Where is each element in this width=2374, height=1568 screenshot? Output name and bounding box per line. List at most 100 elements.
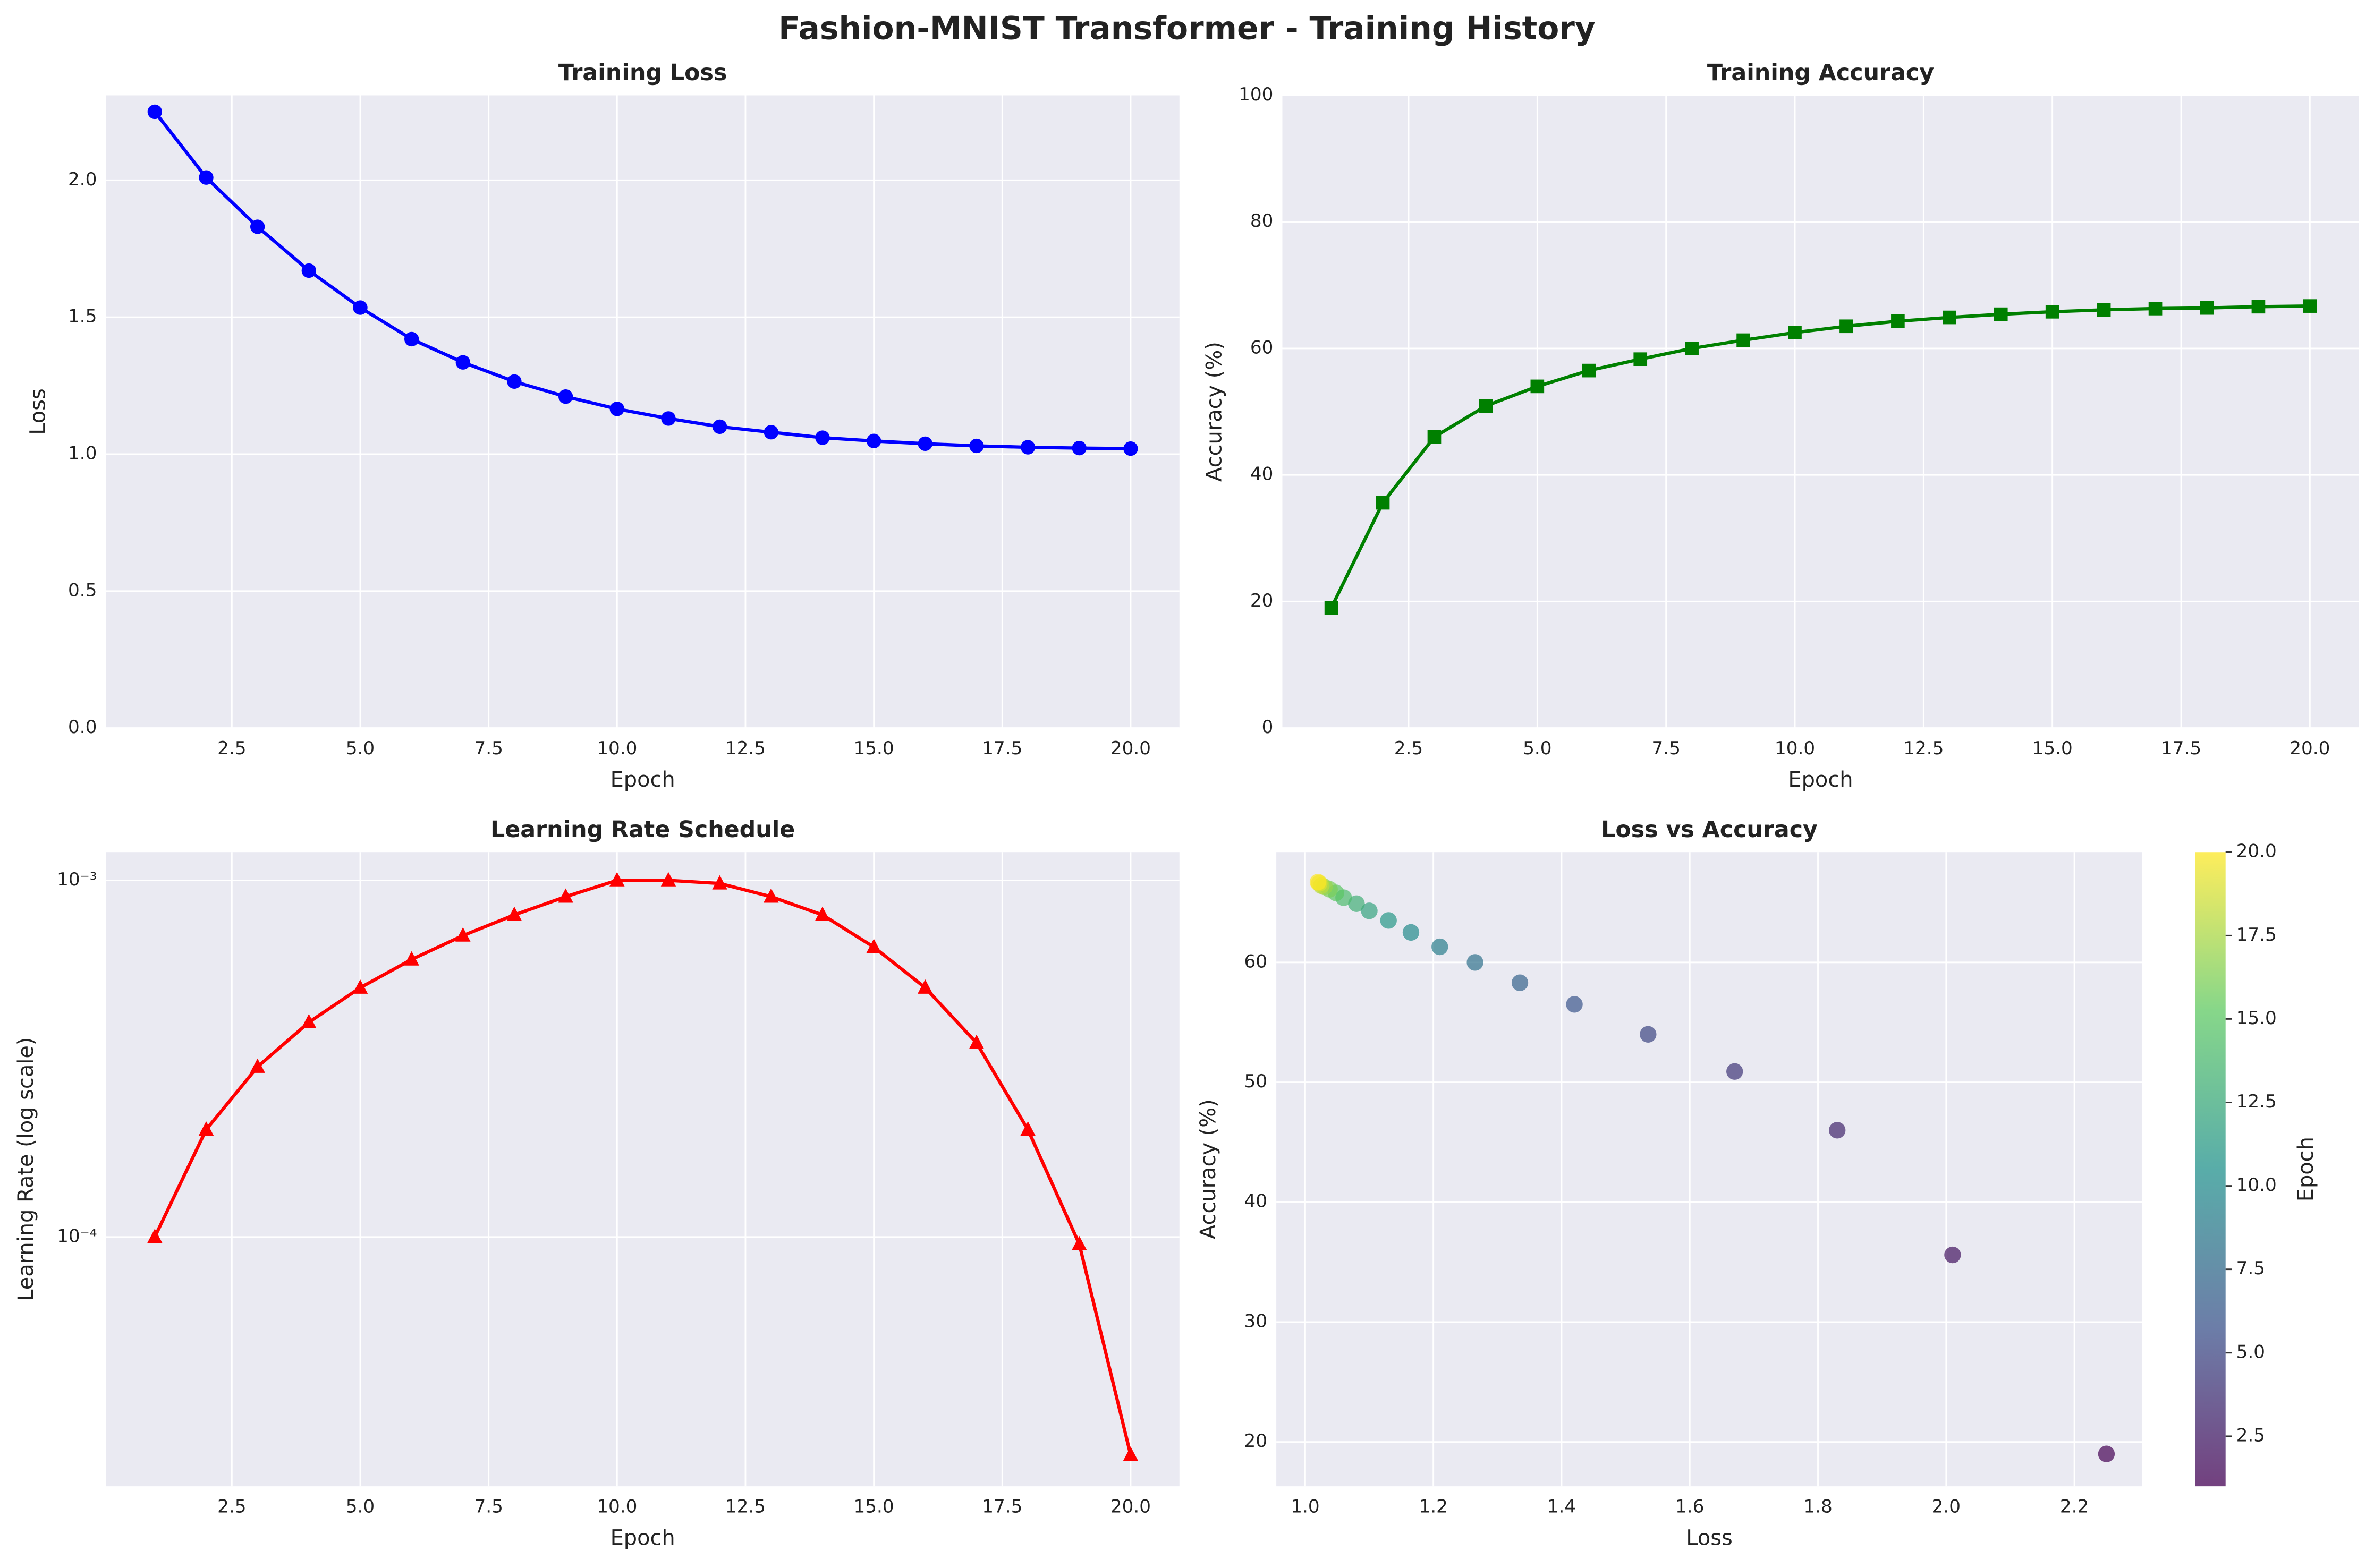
point <box>660 872 676 887</box>
x-tick-label: 17.5 <box>982 738 1022 759</box>
x-tick-label: 1.0 <box>1291 1496 1319 1518</box>
x-tick-label: 10.0 <box>1775 738 1815 759</box>
axis-title: Loss vs Accuracy <box>1601 816 1818 843</box>
y-tick-label: 0.0 <box>68 717 97 738</box>
colorbar-label: Epoch <box>2294 1137 2318 1201</box>
y-tick-label: 30 <box>1244 1310 1268 1332</box>
x-tick-label: 2.5 <box>217 738 246 759</box>
y-tick-label: 1.5 <box>68 306 97 327</box>
x-tick-label: 12.5 <box>1903 738 1944 759</box>
y-tick-label: 100 <box>1239 84 1273 105</box>
point <box>2097 303 2111 317</box>
scatter-point <box>1829 1122 1846 1139</box>
x-tick-label: 15.0 <box>854 738 894 759</box>
point <box>147 1229 163 1243</box>
point <box>609 872 625 887</box>
point <box>1839 319 1853 334</box>
y-tick-label: 40 <box>1244 1191 1268 1212</box>
scatter-point <box>1466 954 1483 971</box>
x-tick-label: 20.0 <box>1110 738 1151 759</box>
point <box>969 438 984 454</box>
point <box>1530 379 1545 394</box>
point <box>1376 496 1390 510</box>
point <box>712 875 727 890</box>
point <box>815 430 830 445</box>
x-tick-label: 12.5 <box>725 1496 766 1518</box>
x-tick-label: 1.2 <box>1419 1496 1448 1518</box>
point <box>250 219 265 234</box>
point <box>764 425 778 440</box>
scatter-point <box>1431 938 1448 956</box>
x-tick-label: 5.0 <box>1523 738 1551 759</box>
x-tick-label: 20.0 <box>1110 1496 1151 1518</box>
x-axis-label: Epoch <box>611 768 675 792</box>
x-axis-label: Epoch <box>611 1526 675 1550</box>
x-tick-label: 12.5 <box>725 738 766 759</box>
y-axis-label: Accuracy (%) <box>1202 342 1227 482</box>
point <box>2148 302 2163 316</box>
point <box>250 1058 265 1073</box>
x-tick-label: 10.0 <box>597 1496 637 1518</box>
point <box>1891 314 1905 328</box>
point <box>1994 307 2008 321</box>
point <box>2303 299 2317 313</box>
point <box>815 906 830 921</box>
axis-title: Training Loss <box>558 59 727 86</box>
point <box>712 419 727 434</box>
scatter-point <box>1511 974 1529 991</box>
x-tick-label: 1.4 <box>1547 1496 1576 1518</box>
colorbar-tick-label: 17.5 <box>2236 924 2277 945</box>
y-tick-label: 20 <box>1250 590 1274 611</box>
y-tick-label: 40 <box>1250 464 1274 485</box>
colorbar-tick-label: 2.5 <box>2236 1425 2265 1446</box>
x-tick-label: 2.5 <box>217 1496 246 1518</box>
point <box>661 411 676 426</box>
y-tick-label: 60 <box>1244 951 1268 972</box>
colorbar-tick-label: 5.0 <box>2236 1341 2265 1362</box>
x-tick-label: 1.6 <box>1675 1496 1704 1518</box>
x-tick-label: 7.5 <box>1651 738 1680 759</box>
x-tick-label: 10.0 <box>597 738 637 759</box>
point <box>404 951 419 966</box>
plot-background <box>1276 852 2142 1487</box>
y-tick-label: 10⁻⁴ <box>57 1225 97 1247</box>
y-axis-label: Loss <box>26 388 50 434</box>
figure-title: Fashion-MNIST Transformer - Training His… <box>778 10 1596 47</box>
point <box>198 1121 214 1136</box>
point <box>1324 601 1338 615</box>
point <box>1479 399 1493 413</box>
point <box>199 170 214 185</box>
point <box>353 300 368 315</box>
point <box>866 433 881 448</box>
x-tick-label: 20.0 <box>2290 738 2330 759</box>
point <box>507 374 522 389</box>
point <box>866 939 881 953</box>
colorbar-tick-label: 7.5 <box>2236 1258 2265 1279</box>
y-tick-label: 60 <box>1250 337 1274 358</box>
point <box>2200 301 2214 315</box>
point <box>1123 441 1138 456</box>
y-axis-label: Accuracy (%) <box>1196 1099 1220 1239</box>
scatter-point <box>1309 873 1327 891</box>
colorbar-tick-label: 12.5 <box>2236 1091 2277 1112</box>
colorbar-tick-label: 20.0 <box>2236 841 2277 862</box>
plot-background <box>1282 95 2359 728</box>
point <box>1020 440 1036 455</box>
y-tick-label: 2.0 <box>68 169 97 190</box>
point <box>1788 326 1802 339</box>
colorbar <box>2195 852 2226 1487</box>
line <box>153 879 1132 1455</box>
point <box>558 888 573 903</box>
x-tick-label: 17.5 <box>982 1496 1022 1518</box>
point <box>2045 305 2059 319</box>
point <box>969 1034 985 1049</box>
scatter-point <box>1566 996 1583 1013</box>
x-tick-label: 2.2 <box>2060 1496 2089 1518</box>
x-axis-label: Epoch <box>1788 768 1853 792</box>
point <box>1123 1446 1139 1461</box>
y-tick-label: 0.5 <box>68 580 97 601</box>
scatter-point <box>1348 895 1365 912</box>
point <box>352 979 368 994</box>
point <box>558 389 573 404</box>
